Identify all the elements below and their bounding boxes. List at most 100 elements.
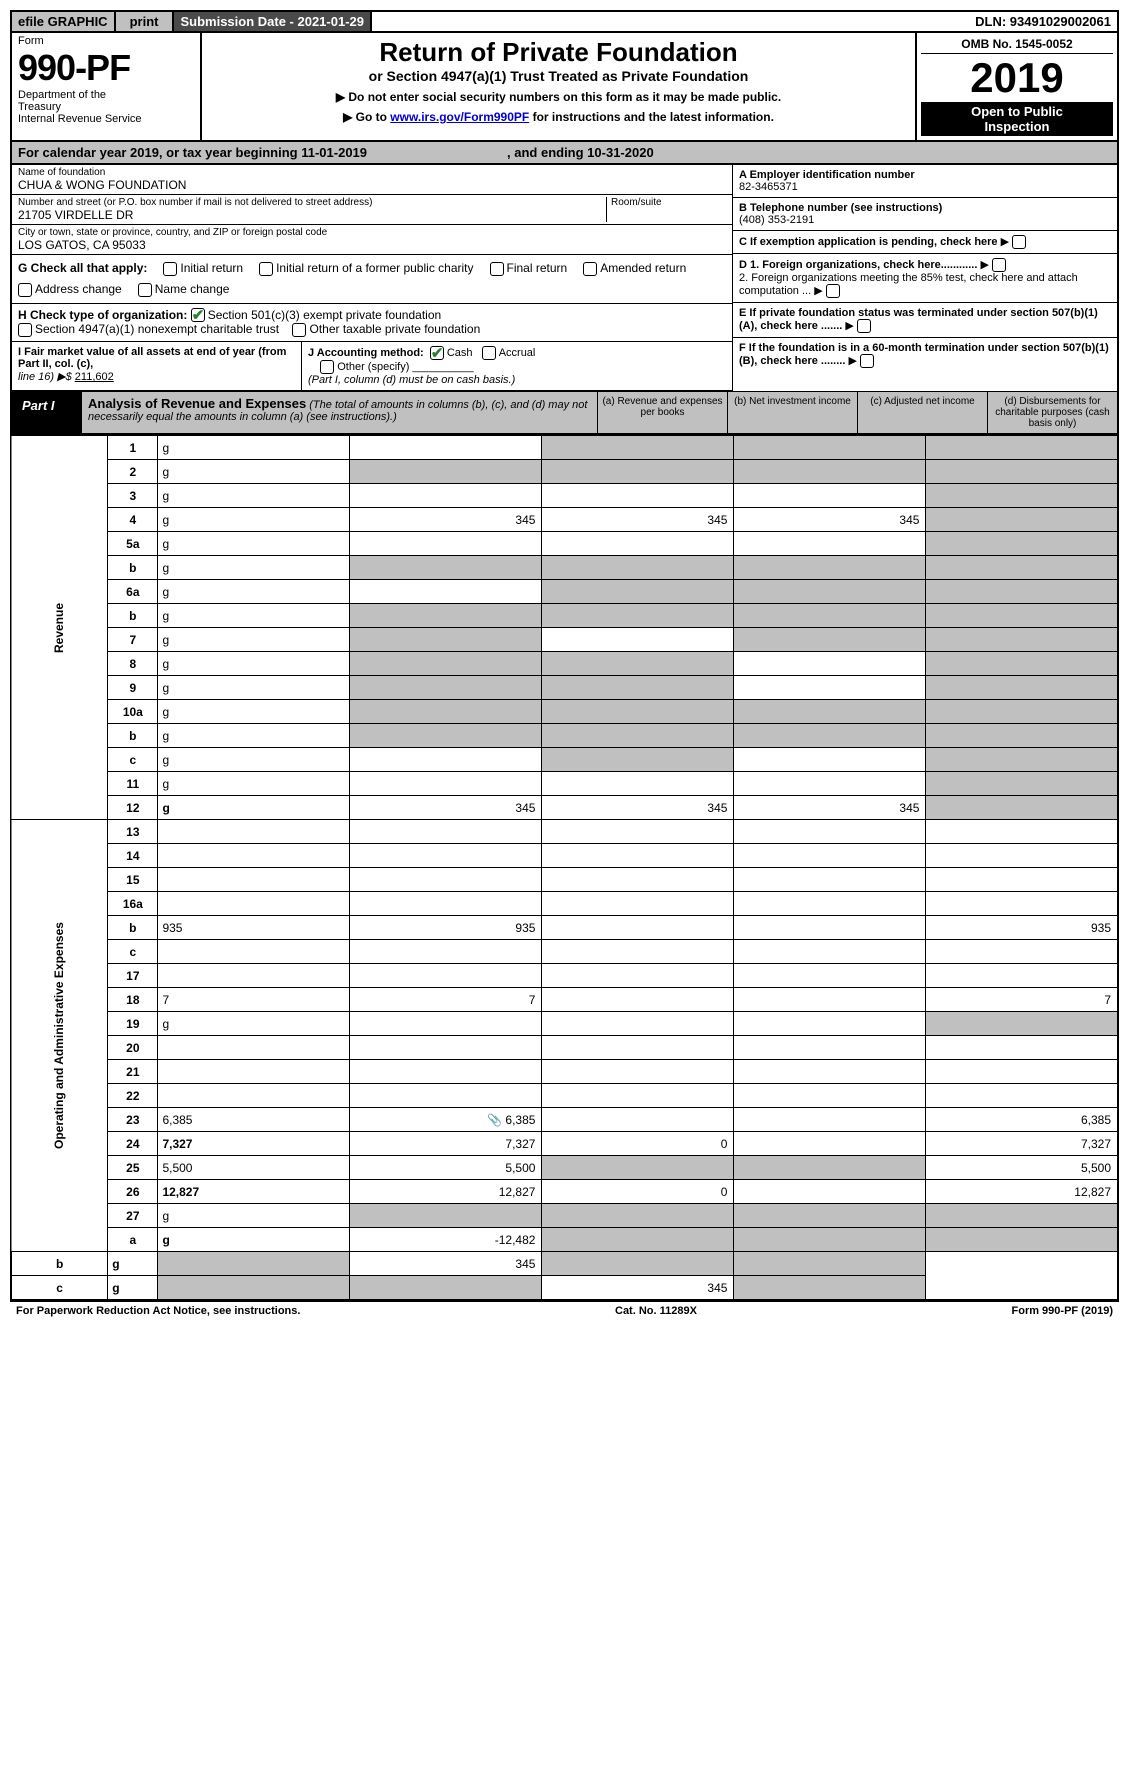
table-row: bg bbox=[11, 604, 1118, 628]
row-num: a bbox=[108, 1228, 158, 1252]
cell-grey bbox=[734, 724, 926, 748]
cell-d: 6,385 bbox=[926, 1108, 1118, 1132]
d2-label: 2. Foreign organizations meeting the 85%… bbox=[739, 272, 1078, 297]
checkbox-icon[interactable] bbox=[18, 283, 32, 297]
table-row: ag-12,482 bbox=[11, 1228, 1118, 1252]
cell-d bbox=[926, 868, 1118, 892]
row-num: 26 bbox=[108, 1180, 158, 1204]
row-desc: g bbox=[158, 700, 350, 724]
table-row: 22 bbox=[11, 1084, 1118, 1108]
cell-b bbox=[542, 1012, 734, 1036]
cell-d bbox=[926, 1060, 1118, 1084]
row-num: 24 bbox=[108, 1132, 158, 1156]
entity-grid: Name of foundation CHUA & WONG FOUNDATIO… bbox=[10, 165, 1119, 391]
h-opt-3[interactable]: Other taxable private foundation bbox=[292, 322, 480, 336]
row-num: 17 bbox=[108, 964, 158, 988]
cell-c bbox=[734, 676, 926, 700]
table-row: 7g bbox=[11, 628, 1118, 652]
row-desc: g bbox=[158, 796, 350, 820]
cell-c bbox=[734, 844, 926, 868]
checkbox-icon[interactable] bbox=[490, 262, 504, 276]
g-opt-3[interactable]: Amended return bbox=[583, 261, 686, 276]
row-desc: g bbox=[158, 484, 350, 508]
g-label: G Check all that apply: bbox=[18, 261, 147, 276]
cell-grey bbox=[542, 652, 734, 676]
cell-a bbox=[350, 580, 542, 604]
submission-date: Submission Date - 2021-01-29 bbox=[174, 12, 372, 31]
checkbox-icon[interactable] bbox=[583, 262, 597, 276]
checkbox-icon[interactable] bbox=[857, 319, 871, 333]
j-note: (Part I, column (d) must be on cash basi… bbox=[308, 374, 515, 386]
entity-right: A Employer identification number 82-3465… bbox=[732, 165, 1117, 391]
row-desc: 7 bbox=[158, 988, 350, 1012]
cell-d: 7 bbox=[926, 988, 1118, 1012]
part1-title: Analysis of Revenue and Expenses bbox=[88, 396, 306, 411]
g-opt-0[interactable]: Initial return bbox=[163, 261, 243, 276]
cell-a: 12,827 bbox=[350, 1180, 542, 1204]
cell-grey bbox=[926, 556, 1118, 580]
row-desc bbox=[158, 1084, 350, 1108]
h-opt-2-text: Section 4947(a)(1) nonexempt charitable … bbox=[35, 322, 279, 336]
table-row: c bbox=[11, 940, 1118, 964]
checkbox-icon[interactable] bbox=[860, 354, 874, 368]
g-opt-1[interactable]: Initial return of a former public charit… bbox=[259, 261, 473, 276]
checkbox-icon[interactable] bbox=[482, 346, 496, 360]
checkbox-icon[interactable] bbox=[259, 262, 273, 276]
g-row: G Check all that apply: Initial return I… bbox=[12, 255, 732, 304]
row-desc: g bbox=[158, 508, 350, 532]
c-item: C If exemption application is pending, c… bbox=[733, 231, 1117, 254]
cell-grey bbox=[926, 700, 1118, 724]
attachment-icon[interactable]: 📎 bbox=[487, 1113, 502, 1127]
checkbox-icon[interactable] bbox=[826, 284, 840, 298]
cell-b: 345 bbox=[542, 508, 734, 532]
checkbox-icon[interactable] bbox=[992, 258, 1006, 272]
checkbox-icon[interactable] bbox=[191, 308, 205, 322]
f-item: F If the foundation is in a 60-month ter… bbox=[733, 338, 1117, 372]
table-row: 12g345345345 bbox=[11, 796, 1118, 820]
irs-link[interactable]: www.irs.gov/Form990PF bbox=[390, 110, 529, 124]
cell-d bbox=[926, 892, 1118, 916]
cal-mid: , and ending 10-31-2020 bbox=[507, 145, 654, 160]
cell-b bbox=[542, 628, 734, 652]
g-opt-2[interactable]: Final return bbox=[490, 261, 568, 276]
row-num: 12 bbox=[108, 796, 158, 820]
cell-c bbox=[734, 1084, 926, 1108]
topbar: efile GRAPHIC print Submission Date - 20… bbox=[10, 10, 1119, 33]
print-button[interactable]: print bbox=[116, 12, 175, 31]
h-opt-1[interactable]: Section 501(c)(3) exempt private foundat… bbox=[191, 308, 441, 322]
checkbox-icon[interactable] bbox=[430, 346, 444, 360]
calendar-row: For calendar year 2019, or tax year begi… bbox=[10, 142, 1119, 165]
g-opt-5[interactable]: Name change bbox=[138, 282, 230, 297]
checkbox-icon[interactable] bbox=[1012, 235, 1026, 249]
header-left: Form 990-PF Department of the Treasury I… bbox=[12, 33, 202, 140]
g-opt-4[interactable]: Address change bbox=[18, 282, 122, 297]
table-row: 8g bbox=[11, 652, 1118, 676]
h-opt-2[interactable]: Section 4947(a)(1) nonexempt charitable … bbox=[18, 322, 279, 336]
checkbox-icon[interactable] bbox=[320, 360, 334, 374]
row-desc: g bbox=[158, 628, 350, 652]
h-opt-3-text: Other taxable private foundation bbox=[309, 322, 480, 336]
cell-grey bbox=[350, 460, 542, 484]
checkbox-icon[interactable] bbox=[292, 323, 306, 337]
cell-a: 5,500 bbox=[350, 1156, 542, 1180]
row-desc: g bbox=[158, 1228, 350, 1252]
cell-b bbox=[542, 820, 734, 844]
checkbox-icon[interactable] bbox=[138, 283, 152, 297]
header: Form 990-PF Department of the Treasury I… bbox=[10, 33, 1119, 142]
cell-a bbox=[350, 940, 542, 964]
part1-table: Revenue1g2g3g4g3453453455agbg6agbg7g8g9g… bbox=[10, 435, 1119, 1301]
cell-grey bbox=[926, 460, 1118, 484]
row-desc: g bbox=[158, 1012, 350, 1036]
name-label: Name of foundation bbox=[18, 167, 726, 178]
checkbox-icon[interactable] bbox=[163, 262, 177, 276]
cell-c bbox=[734, 1012, 926, 1036]
checkbox-icon[interactable] bbox=[18, 323, 32, 337]
cell-c: 345 bbox=[542, 1276, 734, 1300]
g-opt-4-text: Address change bbox=[35, 282, 122, 296]
cell-c bbox=[734, 820, 926, 844]
table-row: 14 bbox=[11, 844, 1118, 868]
cell-grey bbox=[926, 676, 1118, 700]
cell-c bbox=[734, 748, 926, 772]
cell-b: 0 bbox=[542, 1180, 734, 1204]
table-row: 2612,82712,827012,827 bbox=[11, 1180, 1118, 1204]
